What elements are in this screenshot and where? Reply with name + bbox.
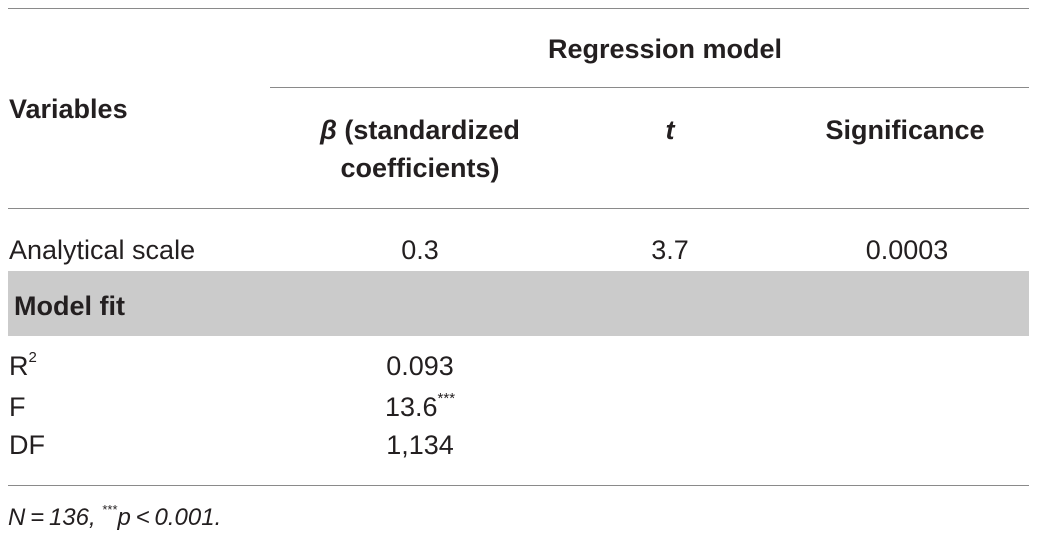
header-regression-model: Regression model <box>547 34 783 64</box>
fit-value-f: 13.6*** <box>320 390 520 422</box>
row-t-value: 3.7 <box>651 235 689 265</box>
footnote-n: N = 136, <box>8 504 103 531</box>
f-value-stars: *** <box>437 390 456 407</box>
r2-superscript: 2 <box>28 349 37 366</box>
header-beta-line1: β (standardized <box>280 115 560 145</box>
fit-label-f: F <box>9 392 26 422</box>
row-label-analytical-scale: Analytical scale <box>9 235 196 265</box>
row-significance-value: 0.0003 <box>865 235 949 265</box>
header-variables: Variables <box>9 94 128 124</box>
f-value-number: 13.6 <box>384 392 438 422</box>
footnote-p: p < 0.001. <box>117 504 222 531</box>
header-group-rule <box>270 87 1029 88</box>
table-footnote: N = 136, ***p < 0.001. <box>8 503 221 533</box>
table-bottom-rule <box>8 485 1029 486</box>
row-beta-value: 0.3 <box>401 235 439 265</box>
fit-value-r2: 0.093 <box>386 351 454 381</box>
fit-label-df: DF <box>9 430 45 460</box>
section-model-fit: Model fit <box>14 291 125 321</box>
header-significance: Significance <box>825 115 985 145</box>
table-top-rule <box>8 8 1029 9</box>
model-fit-band <box>8 271 1029 336</box>
header-bottom-rule <box>8 208 1029 209</box>
fit-label-r2: R2 <box>9 349 37 381</box>
beta-label-line1: (standardized <box>336 115 520 145</box>
footnote-stars: *** <box>102 502 118 517</box>
header-beta-line2: coefficients) <box>340 153 500 183</box>
header-t: t <box>665 115 675 145</box>
fit-value-df: 1,134 <box>386 430 454 460</box>
beta-symbol: β <box>320 115 337 145</box>
r2-base: R <box>9 351 29 381</box>
